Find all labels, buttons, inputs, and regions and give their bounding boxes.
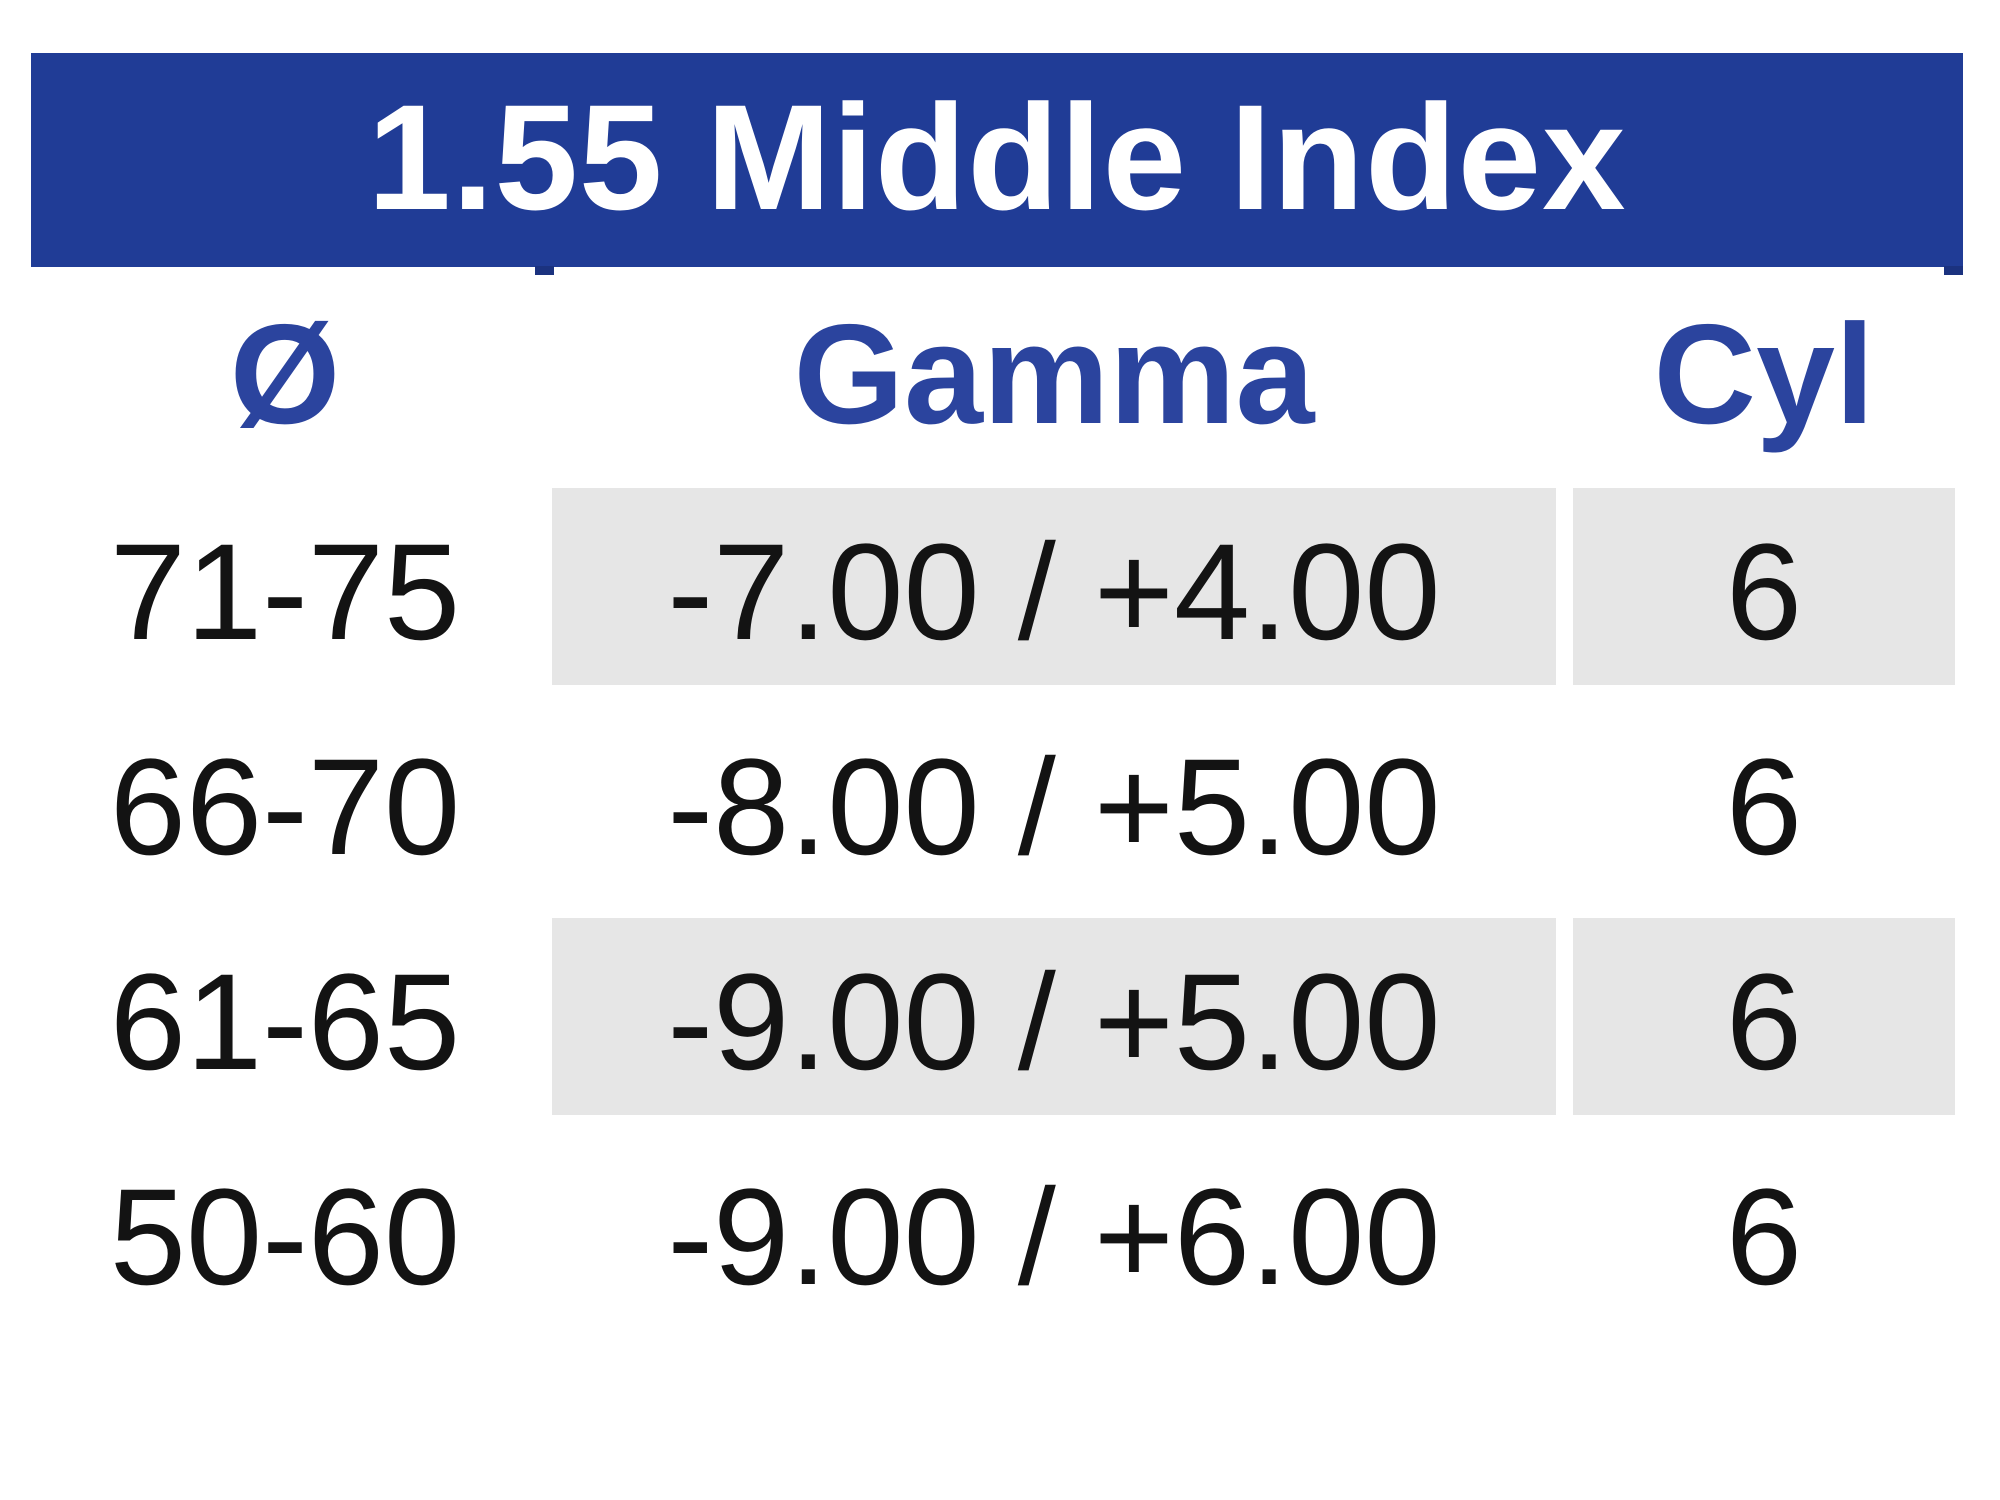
table-body: 71-75 -7.00 / +4.00 6 66-70 -8.00 / +5.0… xyxy=(0,488,2000,1348)
table-row: 50-60 -9.00 / +6.00 6 xyxy=(0,1133,2000,1330)
cell-cyl: 6 xyxy=(1573,918,1955,1115)
cell-cyl: 6 xyxy=(1573,488,1955,685)
column-header-cyl: Cyl xyxy=(1653,295,1875,454)
cell-diameter: 50-60 xyxy=(109,1161,461,1314)
cell-diameter: 71-75 xyxy=(109,516,461,669)
cell-cyl: 6 xyxy=(1725,1161,1803,1314)
cell-gamma: -7.00 / +4.00 xyxy=(552,488,1556,685)
table-row: 66-70 -8.00 / +5.00 6 xyxy=(0,703,2000,900)
cell-gamma: -9.00 / +5.00 xyxy=(552,918,1556,1115)
cell-cyl: 6 xyxy=(1725,731,1803,884)
column-header-gamma: Gamma xyxy=(793,295,1315,454)
table-header-row: Ø Gamma Cyl xyxy=(0,295,2000,455)
cell-diameter: 66-70 xyxy=(109,731,461,884)
column-header-diameter: Ø xyxy=(229,295,341,454)
table-title-band: 1.55 Middle Index xyxy=(31,53,1963,267)
column-divider-notch xyxy=(535,266,554,275)
cell-gamma: -9.00 / +6.00 xyxy=(667,1161,1441,1314)
table-row: 71-75 -7.00 / +4.00 6 xyxy=(0,488,2000,685)
cell-gamma: -8.00 / +5.00 xyxy=(667,731,1441,884)
table-title: 1.55 Middle Index xyxy=(367,73,1627,241)
table-row: 61-65 -9.00 / +5.00 6 xyxy=(0,918,2000,1115)
column-divider-notch xyxy=(1944,266,1963,275)
cell-diameter: 61-65 xyxy=(109,946,461,1099)
